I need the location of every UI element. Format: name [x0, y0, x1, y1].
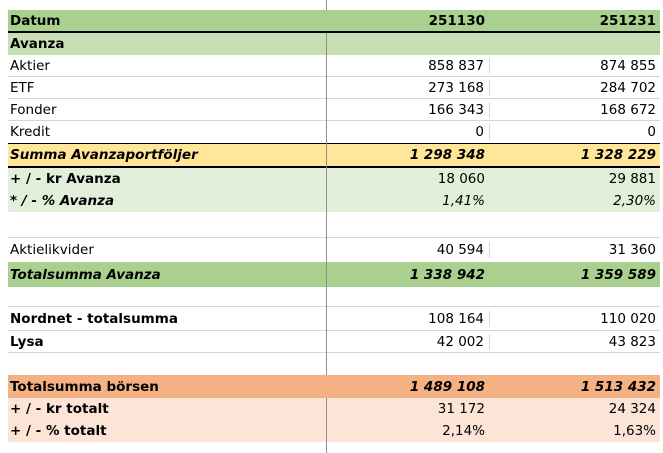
table-row: Totalsumma Avanza 1 338 942 1 359 589 — [8, 262, 660, 287]
column-divider-line — [326, 0, 327, 453]
cell-value-251130[interactable]: 108 164 — [327, 310, 490, 327]
table-row: Totalsumma börsen 1 489 108 1 513 432 — [8, 375, 660, 398]
cell-value-251231[interactable]: 284 702 — [600, 79, 656, 96]
portfolio-table: Datum 251130 251231 Avanza Aktier 858 837 874 … — [8, 10, 660, 442]
table-row: Lysa 42 002 43 823 — [8, 331, 660, 353]
table-row — [8, 353, 660, 375]
cell-value-251231[interactable]: 1 359 589 — [580, 266, 656, 283]
table-row: + / - % totalt 2,14% 1,63% — [8, 420, 660, 442]
cell-label[interactable]: Avanza — [10, 36, 65, 52]
cell-label[interactable]: Lysa — [10, 333, 44, 350]
cell-value-251231[interactable]: 31 360 — [608, 242, 656, 258]
cell-value-251130[interactable]: 1 298 348 — [409, 147, 485, 163]
table-row: Summa Avanzaportföljer 1 298 348 1 328 229 — [8, 143, 660, 168]
cell-value-251130[interactable]: 2,14% — [442, 423, 485, 439]
cell-value-251231[interactable]: 168 672 — [600, 101, 656, 118]
cell-value-251130[interactable]: 42 002 — [327, 333, 490, 350]
cell-value-251231[interactable]: 251231 — [599, 12, 656, 29]
table-row: + / - kr totalt 31 172 24 324 — [8, 398, 660, 420]
table-row: Avanza — [8, 33, 660, 55]
cell-value-251130[interactable]: 18 060 — [437, 171, 485, 187]
cell-value-251231[interactable]: 1 328 229 — [580, 147, 656, 163]
cell-label[interactable]: Kredit — [10, 124, 51, 140]
table-row — [8, 212, 660, 238]
cell-value-251130[interactable]: 1 489 108 — [409, 378, 485, 395]
cell-value-251130[interactable]: 858 837 — [327, 57, 490, 74]
table-row: * / - % Avanza 1,41% 2,30% — [8, 190, 660, 212]
cell-value-251130[interactable]: 251130 — [428, 12, 485, 29]
cell-value-251231[interactable]: 1,63% — [613, 423, 656, 439]
cell-value-251130[interactable]: 1 338 942 — [409, 266, 485, 283]
table-row: + / - kr Avanza 18 060 29 881 — [8, 168, 660, 190]
table-row — [8, 287, 660, 307]
cell-value-251231[interactable]: 1 513 432 — [580, 378, 656, 395]
cell-value-251231[interactable]: 43 823 — [608, 333, 656, 350]
cell-label[interactable]: + / - kr Avanza — [10, 171, 121, 187]
table-row: Datum 251130 251231 — [8, 10, 660, 33]
table-row: Aktielikvider 40 594 31 360 — [8, 238, 660, 262]
cell-value-251231[interactable]: 874 855 — [600, 57, 656, 74]
cell-label[interactable]: Aktier — [10, 57, 50, 74]
cell-value-251130[interactable]: 40 594 — [327, 242, 490, 258]
cell-label[interactable]: + / - kr totalt — [10, 401, 109, 417]
table-row: Aktier 858 837 874 855 — [8, 55, 660, 77]
cell-value-251130[interactable]: 0 — [327, 124, 490, 140]
cell-label[interactable]: ETF — [10, 79, 35, 96]
cell-value-251231[interactable]: 29 881 — [608, 171, 656, 187]
table-row: Nordnet - totalsumma 108 164 110 020 — [8, 307, 660, 331]
cell-value-251130[interactable]: 1,41% — [442, 193, 485, 209]
cell-label[interactable]: Totalsumma Avanza — [10, 266, 161, 283]
cell-value-251231[interactable]: 110 020 — [600, 310, 656, 327]
cell-value-251231[interactable]: 24 324 — [608, 401, 656, 417]
cell-value-251130[interactable]: 31 172 — [437, 401, 485, 417]
table-row: Kredit 0 0 — [8, 121, 660, 143]
cell-label[interactable]: Totalsumma börsen — [10, 378, 159, 395]
table-row: Fonder 166 343 168 672 — [8, 99, 660, 121]
cell-label[interactable]: Datum — [10, 12, 61, 29]
cell-label[interactable]: * / - % Avanza — [10, 193, 115, 209]
cell-label[interactable]: Summa Avanzaportföljer — [10, 147, 198, 163]
cell-label[interactable]: + / - % totalt — [10, 423, 107, 439]
table-row: ETF 273 168 284 702 — [8, 77, 660, 99]
cell-value-251231[interactable]: 2,30% — [613, 193, 656, 209]
cell-value-251231[interactable]: 0 — [647, 124, 656, 140]
cell-value-251130[interactable]: 273 168 — [327, 79, 490, 96]
cell-value-251130[interactable]: 166 343 — [327, 101, 490, 118]
cell-label[interactable]: Fonder — [10, 101, 57, 118]
cell-label[interactable]: Nordnet - totalsumma — [10, 310, 178, 327]
cell-label[interactable]: Aktielikvider — [10, 242, 94, 258]
